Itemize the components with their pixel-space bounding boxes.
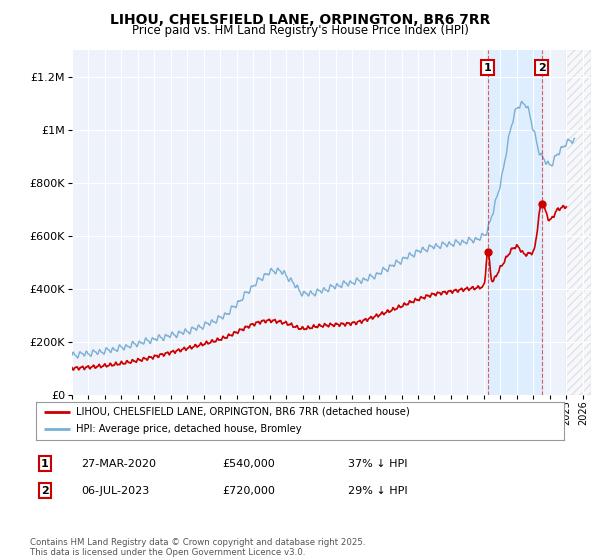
Text: Contains HM Land Registry data © Crown copyright and database right 2025.
This d: Contains HM Land Registry data © Crown c…: [30, 538, 365, 557]
Text: Price paid vs. HM Land Registry's House Price Index (HPI): Price paid vs. HM Land Registry's House …: [131, 24, 469, 36]
Text: 1: 1: [41, 459, 49, 469]
Text: 37% ↓ HPI: 37% ↓ HPI: [348, 459, 407, 469]
Text: LIHOU, CHELSFIELD LANE, ORPINGTON, BR6 7RR: LIHOU, CHELSFIELD LANE, ORPINGTON, BR6 7…: [110, 13, 490, 27]
Text: HPI: Average price, detached house, Bromley: HPI: Average price, detached house, Brom…: [76, 424, 301, 435]
Bar: [488, 50, 542, 395]
Text: 2: 2: [538, 63, 545, 73]
Text: 27-MAR-2020: 27-MAR-2020: [81, 459, 156, 469]
Bar: [566, 50, 591, 395]
Text: £720,000: £720,000: [222, 486, 275, 496]
Text: LIHOU, CHELSFIELD LANE, ORPINGTON, BR6 7RR (detached house): LIHOU, CHELSFIELD LANE, ORPINGTON, BR6 7…: [76, 407, 409, 417]
Text: 1: 1: [484, 63, 491, 73]
Text: 29% ↓ HPI: 29% ↓ HPI: [348, 486, 407, 496]
Text: 2: 2: [41, 486, 49, 496]
Text: 06-JUL-2023: 06-JUL-2023: [81, 486, 149, 496]
Text: £540,000: £540,000: [222, 459, 275, 469]
